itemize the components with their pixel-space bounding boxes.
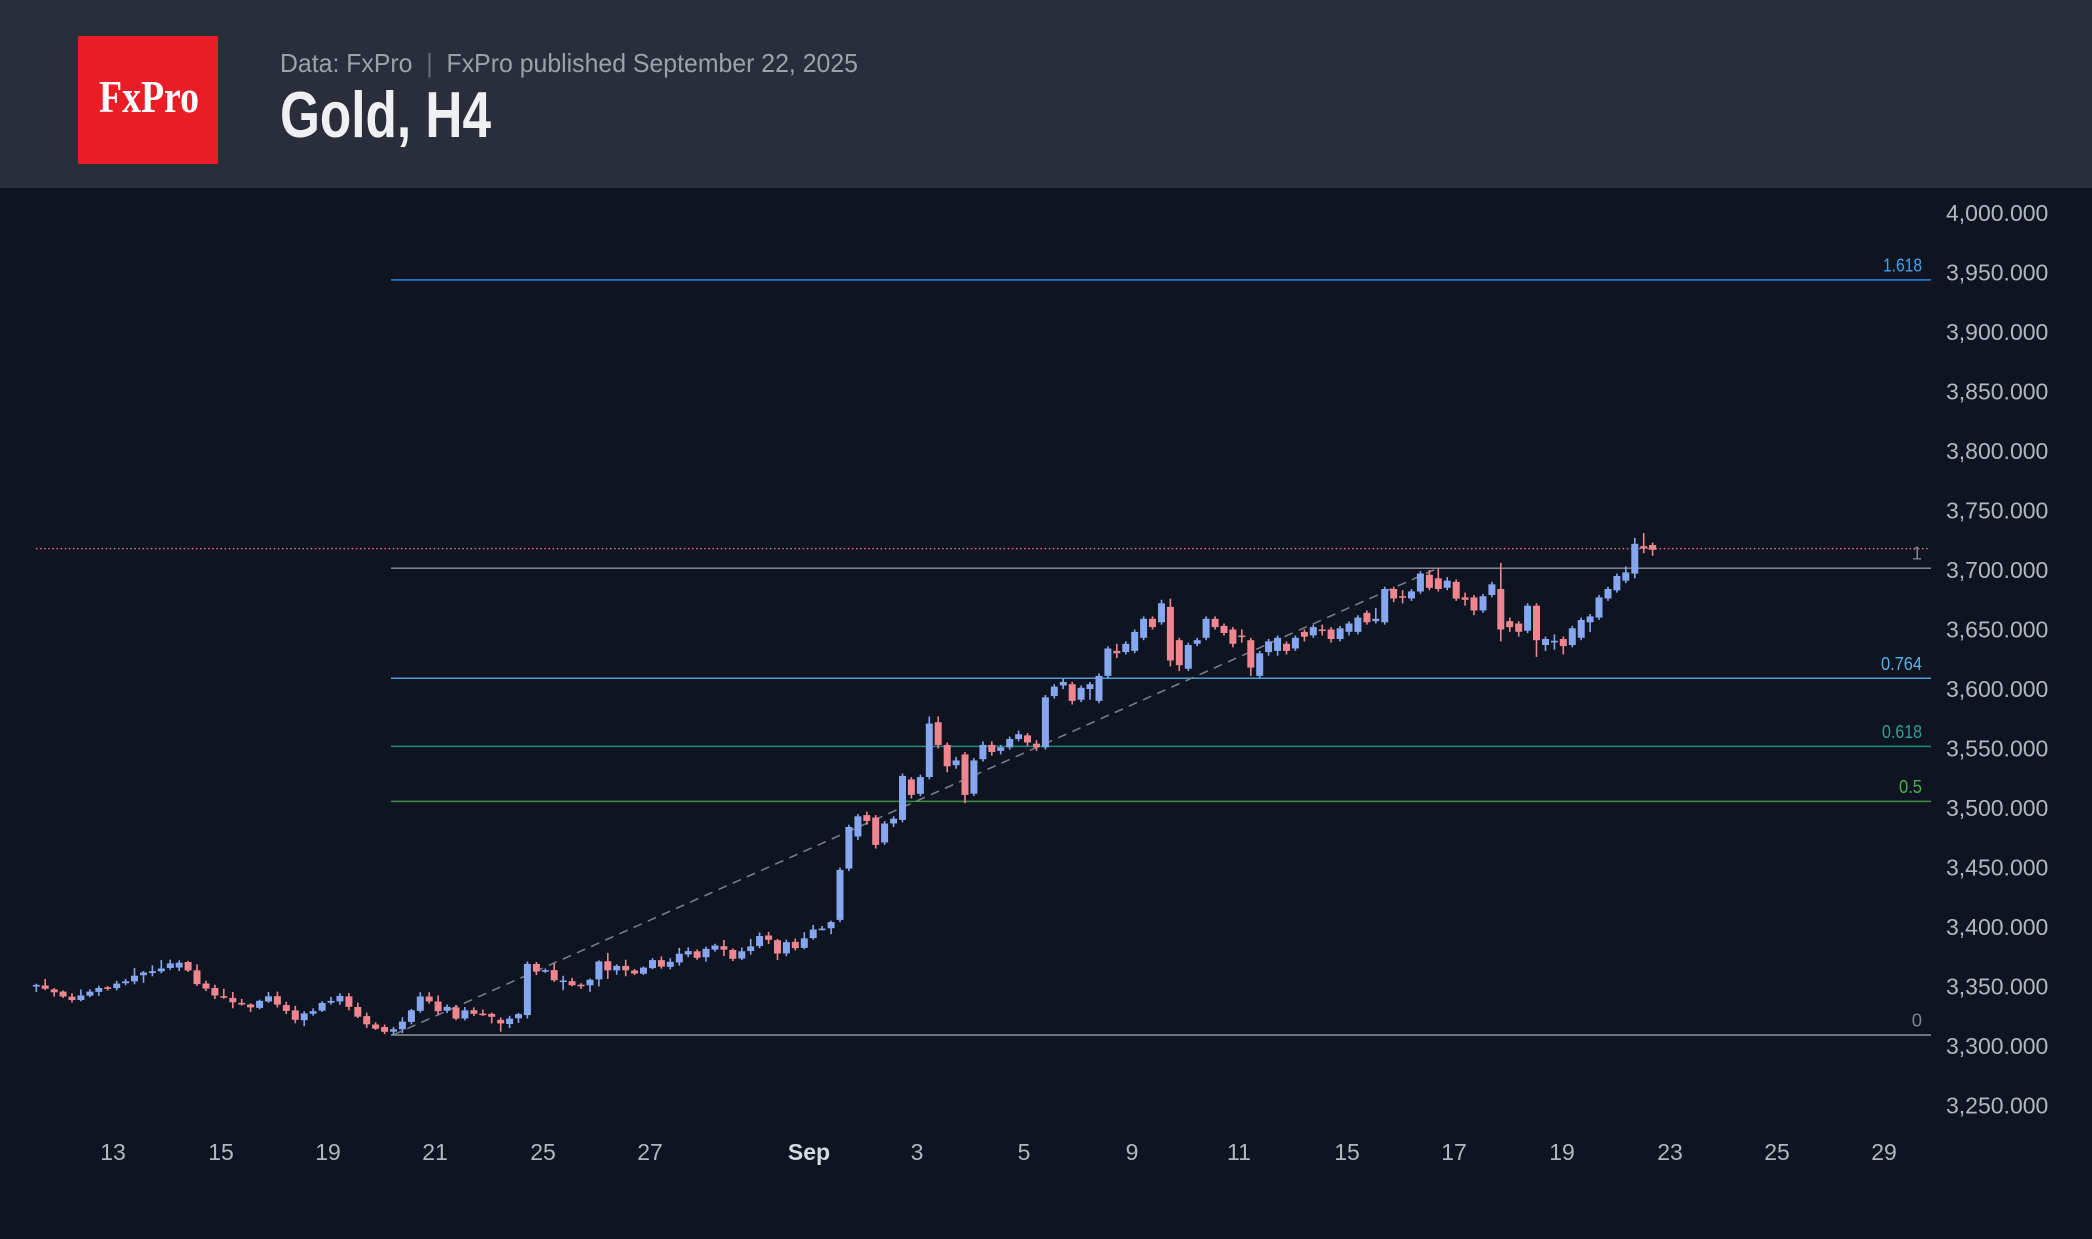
svg-text:3,300.000: 3,300.000 [1946,1033,2048,1059]
svg-text:13: 13 [100,1139,126,1165]
svg-text:Data: FxPro | FxPro publishe: Data: FxPro | FxPro published September … [280,48,858,78]
svg-text:Gold, H4: Gold, H4 [280,78,491,151]
svg-text:3,250.000: 3,250.000 [1946,1093,2048,1119]
svg-text:0.764: 0.764 [1881,653,1922,674]
svg-text:15: 15 [208,1139,234,1165]
svg-text:3,900.000: 3,900.000 [1946,319,2048,345]
svg-text:FxPro: FxPro [99,71,199,122]
svg-text:Sep: Sep [788,1139,830,1165]
svg-text:25: 25 [530,1139,556,1165]
svg-text:17: 17 [1441,1139,1467,1165]
svg-text:3: 3 [911,1139,924,1165]
svg-text:21: 21 [422,1139,448,1165]
svg-text:3,500.000: 3,500.000 [1946,795,2048,821]
svg-text:3,450.000: 3,450.000 [1946,855,2048,881]
svg-text:3,550.000: 3,550.000 [1946,736,2048,762]
svg-text:3,650.000: 3,650.000 [1946,617,2048,643]
svg-text:15: 15 [1334,1139,1360,1165]
svg-text:1.618: 1.618 [1883,254,1922,275]
svg-text:0.618: 0.618 [1882,721,1922,742]
svg-text:3,950.000: 3,950.000 [1946,260,2048,286]
svg-text:25: 25 [1764,1139,1790,1165]
svg-text:3,750.000: 3,750.000 [1946,498,2048,524]
svg-text:3,700.000: 3,700.000 [1946,557,2048,583]
svg-text:5: 5 [1018,1139,1031,1165]
svg-text:4,000.000: 4,000.000 [1946,200,2048,226]
svg-text:3,600.000: 3,600.000 [1946,676,2048,702]
svg-text:29: 29 [1871,1139,1897,1165]
svg-text:23: 23 [1657,1139,1683,1165]
svg-text:0.5: 0.5 [1899,776,1922,797]
svg-text:3,400.000: 3,400.000 [1946,914,2048,940]
svg-text:3,800.000: 3,800.000 [1946,438,2048,464]
svg-text:3,850.000: 3,850.000 [1946,379,2048,405]
svg-text:19: 19 [315,1139,341,1165]
svg-text:3,350.000: 3,350.000 [1946,974,2048,1000]
svg-text:19: 19 [1549,1139,1575,1165]
svg-text:0: 0 [1912,1010,1922,1031]
svg-text:9: 9 [1126,1139,1139,1165]
svg-text:1: 1 [1912,543,1922,564]
svg-text:27: 27 [637,1139,663,1165]
svg-text:11: 11 [1227,1139,1251,1165]
